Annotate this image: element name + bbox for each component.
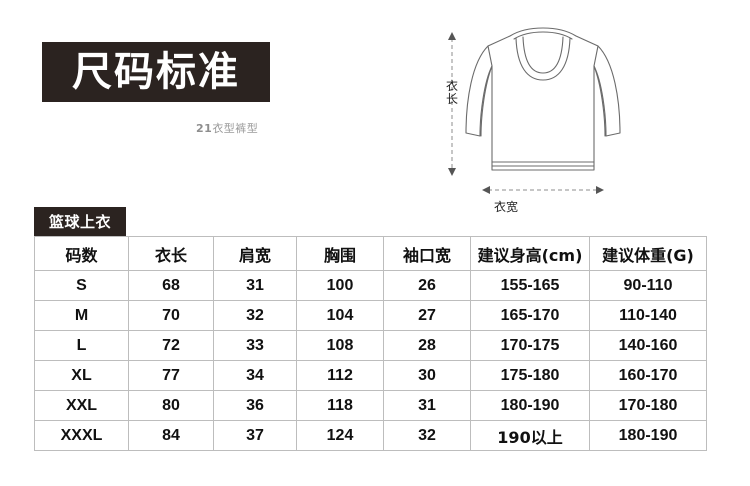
table-cell-length: 70 <box>128 300 214 331</box>
table-cell-length: 72 <box>128 330 214 361</box>
table-row: M 70 32 104 27 165-170 110-140 <box>34 300 707 331</box>
table-cell-size: S <box>34 270 129 301</box>
table-row: L 72 33 108 28 170-175 140-160 <box>34 330 707 361</box>
table-cell-shoulder: 34 <box>213 360 297 391</box>
table-cell-height: 170-175 <box>470 330 590 361</box>
table-cell-chest: 118 <box>296 390 384 421</box>
title-subtitle-number: 21 <box>196 122 213 135</box>
table-cell-cuff: 31 <box>383 390 471 421</box>
section-badge-label: 篮球上衣 <box>48 213 111 231</box>
table-cell-height: 180-190 <box>470 390 590 421</box>
table-header-row: 码数 衣长 肩宽 胸围 袖口宽 建议身高(cm) 建议体重(G) <box>34 236 707 271</box>
size-table-container: 码数 衣长 肩宽 胸围 袖口宽 建议身高(cm) 建议体重(G) S 68 31… <box>34 236 707 451</box>
table-cell-height: 155-165 <box>470 270 590 301</box>
table-cell-height: 165-170 <box>470 300 590 331</box>
table-cell-shoulder: 31 <box>213 270 297 301</box>
table-header-cell: 胸围 <box>296 236 384 271</box>
table-header-cell: 建议体重(G) <box>589 236 707 271</box>
table-cell-weight: 180-190 <box>589 420 707 451</box>
table-header-cell: 衣长 <box>128 236 214 271</box>
table-cell-length: 68 <box>128 270 214 301</box>
page-title: 尺码标准 <box>72 49 240 95</box>
table-cell-shoulder: 32 <box>213 300 297 331</box>
table-cell-weight: 160-170 <box>589 360 707 391</box>
table-row: XXXL 84 37 124 32 190以上 180-190 <box>34 420 707 451</box>
table-cell-chest: 112 <box>296 360 384 391</box>
table-cell-cuff: 26 <box>383 270 471 301</box>
table-cell-weight: 90-110 <box>589 270 707 301</box>
section-badge: 篮球上衣 <box>34 207 126 236</box>
dimension-label-width: 衣宽 <box>494 200 519 214</box>
table-cell-cuff: 30 <box>383 360 471 391</box>
table-cell-weight: 110-140 <box>589 300 707 331</box>
table-cell-shoulder: 33 <box>213 330 297 361</box>
table-row: XXL 80 36 118 31 180-190 170-180 <box>34 390 707 421</box>
table-cell-shoulder: 36 <box>213 390 297 421</box>
table-cell-chest: 108 <box>296 330 384 361</box>
table-cell-size: XL <box>34 360 129 391</box>
table-cell-chest: 124 <box>296 420 384 451</box>
title-subtitle-text: 衣型裤型 <box>212 122 259 135</box>
table-cell-cuff: 28 <box>383 330 471 361</box>
table-header-cell: 码数 <box>34 236 129 271</box>
table-cell-height: 190以上 <box>470 420 590 451</box>
size-table: 码数 衣长 肩宽 胸围 袖口宽 建议身高(cm) 建议体重(G) S 68 31… <box>34 236 707 451</box>
table-cell-cuff: 27 <box>383 300 471 331</box>
title-banner: 尺码标准 <box>42 42 270 102</box>
table-row: S 68 31 100 26 155-165 90-110 <box>34 270 707 301</box>
jersey-diagram <box>430 18 640 223</box>
dimension-label-length: 衣长 <box>445 79 458 106</box>
table-cell-weight: 140-160 <box>589 330 707 361</box>
table-cell-chest: 104 <box>296 300 384 331</box>
table-cell-cuff: 32 <box>383 420 471 451</box>
size-table-head: 码数 衣长 肩宽 胸围 袖口宽 建议身高(cm) 建议体重(G) <box>34 236 707 271</box>
table-cell-length: 84 <box>128 420 214 451</box>
table-cell-size: XXL <box>34 390 129 421</box>
table-cell-length: 77 <box>128 360 214 391</box>
table-cell-size: XXXL <box>34 420 129 451</box>
table-cell-shoulder: 37 <box>213 420 297 451</box>
table-row: XL 77 34 112 30 175-180 160-170 <box>34 360 707 391</box>
size-table-body: S 68 31 100 26 155-165 90-110 M 70 32 10… <box>34 270 707 451</box>
table-cell-size: M <box>34 300 129 331</box>
table-cell-weight: 170-180 <box>589 390 707 421</box>
table-cell-chest: 100 <box>296 270 384 301</box>
table-cell-height: 175-180 <box>470 360 590 391</box>
table-header-cell: 袖口宽 <box>383 236 471 271</box>
table-header-cell: 肩宽 <box>213 236 297 271</box>
title-subtitle: 21衣型裤型 <box>196 120 258 136</box>
table-header-cell: 建议身高(cm) <box>470 236 590 271</box>
table-cell-length: 80 <box>128 390 214 421</box>
table-cell-size: L <box>34 330 129 361</box>
